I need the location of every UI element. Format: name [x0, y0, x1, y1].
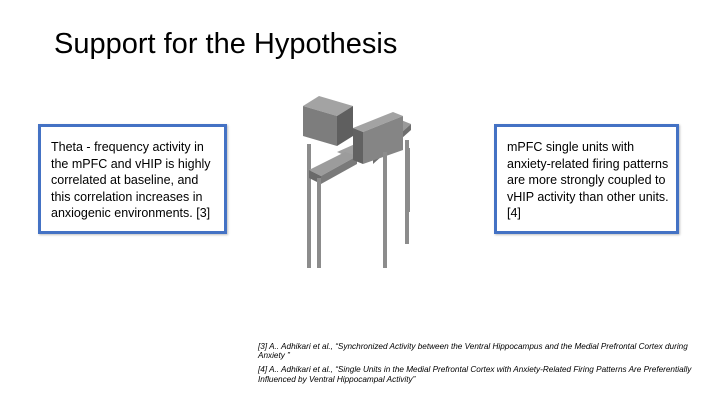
reference-4: [4] A.. Adhikari et al., “Single Units i… [258, 365, 692, 384]
slide-title: Support for the Hypothesis [54, 28, 398, 60]
right-text-box: mPFC single units with anxiety-related f… [494, 124, 679, 234]
right-box-text: mPFC single units with anxiety-related f… [507, 140, 669, 220]
maze-leg-front-right [383, 152, 387, 268]
maze-open-arm-front [309, 152, 357, 176]
maze-closed-arm-left [303, 96, 353, 116]
left-box-text: Theta - frequency activity in the mPFC a… [51, 140, 211, 220]
reference-3: [3] A.. Adhikari et al., “Synchronized A… [258, 342, 688, 361]
left-text-box: Theta - frequency activity in the mPFC a… [38, 124, 227, 234]
maze-leg-front-left [317, 178, 321, 268]
references: [3] A.. Adhikari et al., “Synchronized A… [258, 342, 713, 389]
maze-leg-back-left [307, 144, 311, 268]
maze-closed-arm-right [353, 112, 403, 132]
elevated-plus-maze-icon [303, 96, 411, 268]
